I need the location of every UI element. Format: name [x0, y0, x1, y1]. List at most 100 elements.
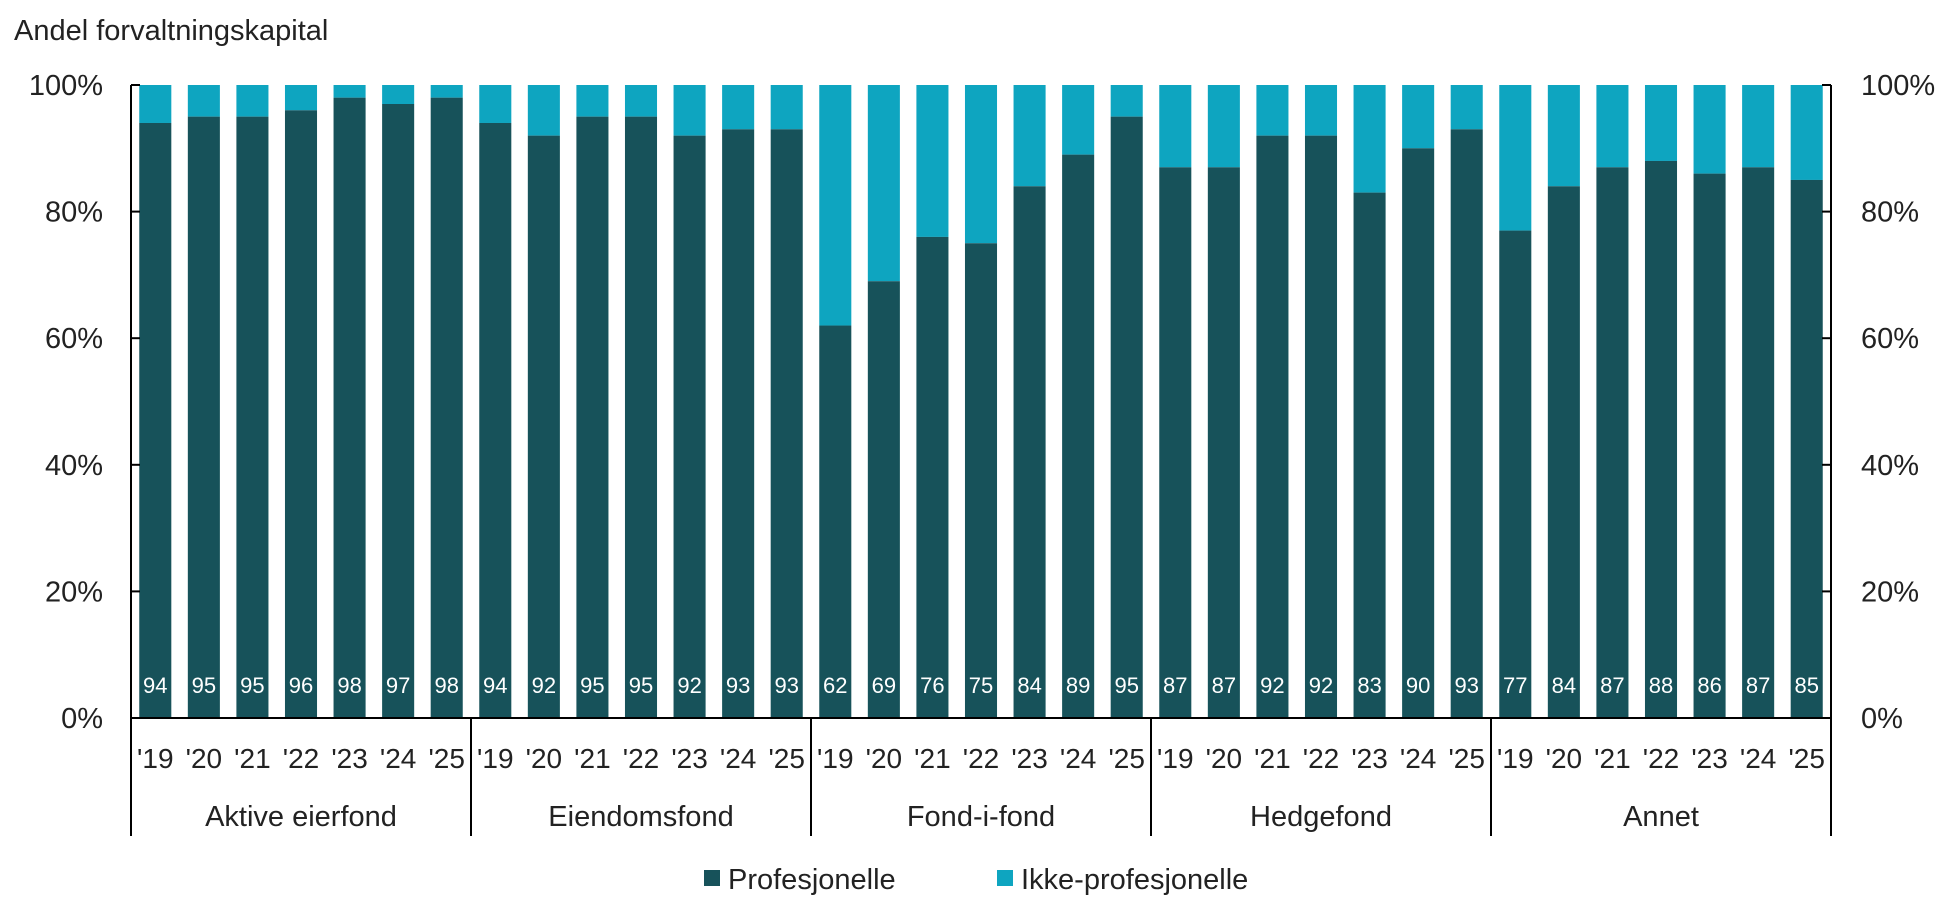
- x-tick-label: '22: [963, 743, 1000, 774]
- legend-label: Ikke-profesjonelle: [1021, 864, 1248, 896]
- bar-profesjonelle: [333, 97, 366, 718]
- bar-ikke-profesjonelle: [139, 85, 172, 123]
- group-label: Eiendomsfond: [548, 801, 733, 833]
- bar-profesjonelle: [1353, 192, 1386, 719]
- y-tick-label-left: 20%: [45, 576, 103, 608]
- bar-ikke-profesjonelle: [284, 85, 318, 111]
- bar-value-label: 92: [1260, 673, 1284, 698]
- bar-value-label: 95: [580, 673, 604, 698]
- bar-value-label: 87: [1212, 673, 1236, 698]
- bar-ikke-profesjonelle: [1547, 85, 1580, 187]
- bar-ikke-profesjonelle: [1110, 85, 1143, 117]
- bar-profesjonelle: [1402, 148, 1435, 719]
- x-tick-label: '23: [1351, 743, 1388, 774]
- y-tick-label-left: 100%: [29, 70, 103, 102]
- bar-ikke-profesjonelle: [430, 85, 463, 98]
- bar-profesjonelle: [1062, 154, 1095, 718]
- axes-layer: 0% 0% 20% 20% 40% 40% 60% 60% 80% 80% 100% 100%: [29, 70, 1935, 836]
- x-tick-label: '21: [1254, 743, 1291, 774]
- y-tick-label-left: 0%: [61, 703, 103, 735]
- bar-value-label: 87: [1600, 673, 1624, 698]
- bar-ikke-profesjonelle: [1304, 85, 1338, 136]
- bar-profesjonelle: [1644, 160, 1678, 718]
- bar-profesjonelle: [430, 97, 463, 718]
- bar-value-label: 94: [143, 673, 167, 698]
- bar-ikke-profesjonelle: [236, 85, 269, 117]
- bar-profesjonelle: [1742, 167, 1775, 719]
- x-tick-label: '20: [186, 743, 223, 774]
- bar-value-label: 76: [920, 673, 944, 698]
- bar-value-label: 87: [1163, 673, 1187, 698]
- x-tick-label: '23: [1691, 743, 1728, 774]
- y-axis-title: Andel forvaltningskapital: [14, 15, 328, 47]
- x-tick-label: '25: [1788, 743, 1825, 774]
- x-tick-label: '19: [1497, 743, 1534, 774]
- bar-profesjonelle: [1547, 186, 1580, 718]
- bar-ikke-profesjonelle: [382, 85, 415, 104]
- x-tick-label: '24: [1060, 743, 1097, 774]
- bar-ikke-profesjonelle: [333, 85, 366, 98]
- bar-profesjonelle: [964, 243, 998, 718]
- y-tick-label-right: 20%: [1861, 576, 1919, 608]
- legend-label: Profesjonelle: [728, 864, 896, 896]
- bar-profesjonelle: [770, 129, 803, 718]
- group-label: Aktive eierfond: [205, 801, 397, 833]
- bar-ikke-profesjonelle: [576, 85, 609, 117]
- bar-ikke-profesjonelle: [916, 85, 949, 237]
- x-tick-label: '20: [526, 743, 563, 774]
- bar-value-label: 95: [192, 673, 216, 698]
- x-labels-layer: '19 '20 '21 '22 '23 '24 '25 '19 '20 '21 '22 '23 '24 '…: [137, 743, 1825, 833]
- y-tick-label-right: 60%: [1861, 323, 1919, 355]
- bar-value-label: 77: [1503, 673, 1527, 698]
- bar-profesjonelle: [1450, 129, 1483, 718]
- y-tick-label-left: 80%: [45, 197, 103, 229]
- bar-value-label: 93: [1454, 673, 1478, 698]
- bar-profesjonelle: [1304, 135, 1338, 718]
- bar-value-label: 98: [434, 673, 458, 698]
- bar-value-label: 95: [240, 673, 264, 698]
- x-tick-label: '21: [1594, 743, 1631, 774]
- bar-profesjonelle: [1693, 173, 1726, 718]
- bar-ikke-profesjonelle: [1790, 85, 1823, 180]
- bar-ikke-profesjonelle: [187, 85, 220, 117]
- bar-ikke-profesjonelle: [1450, 85, 1483, 130]
- bar-profesjonelle: [576, 116, 609, 718]
- bar-value-label: 92: [677, 673, 701, 698]
- bar-profesjonelle: [819, 325, 852, 718]
- legend-swatch-ikke-profesjonelle: [997, 870, 1013, 886]
- bar-value-label: 90: [1406, 673, 1430, 698]
- bar-value-label: 93: [774, 673, 798, 698]
- y-tick-label-right: 80%: [1861, 197, 1919, 229]
- x-tick-label: '19: [1157, 743, 1194, 774]
- bar-value-label: 62: [823, 673, 847, 698]
- bar-value-label: 92: [1309, 673, 1333, 698]
- bar-profesjonelle: [1499, 230, 1532, 718]
- x-tick-label: '19: [477, 743, 514, 774]
- bar-profesjonelle: [1256, 135, 1289, 718]
- bar-ikke-profesjonelle: [1062, 85, 1095, 155]
- x-tick-label: '24: [380, 743, 417, 774]
- bar-ikke-profesjonelle: [1159, 85, 1192, 168]
- legend: Profesjonelle Ikke-profesjonelle: [704, 864, 1248, 896]
- bar-value-label: 85: [1794, 673, 1818, 698]
- bar-ikke-profesjonelle: [527, 85, 560, 136]
- x-tick-label: '23: [331, 743, 368, 774]
- x-tick-label: '20: [1546, 743, 1583, 774]
- group-label: Fond-i-fond: [907, 801, 1055, 833]
- bar-ikke-profesjonelle: [1499, 85, 1532, 231]
- x-tick-label: '25: [428, 743, 465, 774]
- bar-profesjonelle: [1013, 186, 1046, 718]
- bar-value-label: 97: [386, 673, 410, 698]
- bar-ikke-profesjonelle: [1207, 85, 1240, 168]
- x-tick-label: '20: [1206, 743, 1243, 774]
- bar-value-label: 87: [1746, 673, 1770, 698]
- group-label: Hedgefond: [1250, 801, 1392, 833]
- bar-value-label: 84: [1552, 673, 1576, 698]
- x-tick-label: '23: [671, 743, 708, 774]
- bar-value-label: 86: [1697, 673, 1721, 698]
- bar-ikke-profesjonelle: [1742, 85, 1775, 168]
- y-tick-label-right: 0%: [1861, 703, 1903, 735]
- y-tick-label-left: 60%: [45, 323, 103, 355]
